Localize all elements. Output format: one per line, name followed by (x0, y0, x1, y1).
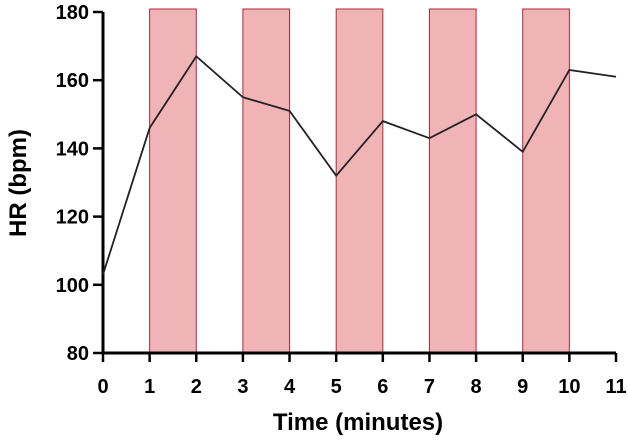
x-axis-title: Time (minutes) (273, 409, 443, 436)
axes (101, 12, 616, 355)
y-tick-label: 140 (56, 138, 89, 160)
x-tick-label: 1 (144, 376, 155, 398)
x-tick-label: 10 (558, 376, 580, 398)
ticks: 0 1 2 3 4 5 6 7 8 9 10 11 80 100 120 140 160 180 (56, 2, 627, 398)
shaded-interval-2 (242, 8, 291, 354)
hr-series-line (102, 54, 617, 275)
x-tick-label: 6 (377, 376, 388, 398)
shaded-interval-4 (428, 8, 477, 354)
y-axis-title: HR (bpm) (5, 129, 32, 237)
series-group (102, 54, 617, 275)
y-tick-label: 160 (56, 70, 89, 92)
shaded-interval-5 (522, 8, 570, 354)
x-tick-label: 0 (97, 376, 108, 398)
shaded-interval-3 (335, 8, 384, 354)
y-tick-label: 80 (67, 343, 89, 365)
y-tick-label: 100 (56, 275, 89, 297)
x-tick-label: 3 (237, 376, 248, 398)
y-tick-label: 120 (56, 207, 89, 229)
x-tick-label: 5 (331, 376, 342, 398)
y-tick-label: 180 (56, 2, 89, 24)
shaded-interval-1 (149, 8, 197, 354)
x-tick-label: 2 (191, 376, 202, 398)
x-tick-label: 8 (471, 376, 482, 398)
x-tick-label: 9 (517, 376, 528, 398)
x-tick-label: 4 (284, 376, 296, 398)
x-tick-label: 7 (424, 376, 435, 398)
interval-shades (149, 8, 570, 354)
x-tick-label: 11 (605, 376, 626, 398)
